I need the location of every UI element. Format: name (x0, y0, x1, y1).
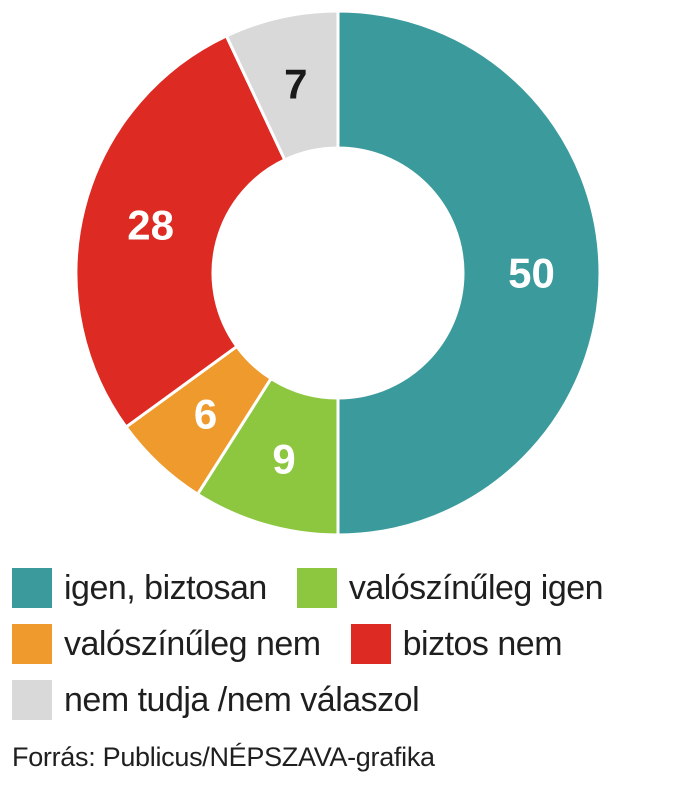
slice-label-biztos-nem: 28 (127, 201, 174, 248)
slice-label-valoszinuleg-nem: 6 (194, 391, 217, 438)
legend-label: igen, biztosan (64, 568, 267, 607)
legend-row-2: valószínűleg nem biztos nem (12, 616, 672, 672)
legend-label: valószínűleg nem (64, 624, 321, 663)
legend-label: valószínűleg igen (348, 568, 604, 607)
source-note: Forrás: Publicus/NÉPSZAVA-grafika (12, 742, 435, 772)
slice-label-nem-tudja: 7 (284, 61, 307, 108)
slice-nem-tudja (224, 9, 340, 162)
legend-item-valoszinuleg-igen: valószínűleg igen (296, 568, 604, 608)
donut-chart: 50 9 6 28 7 (74, 9, 602, 537)
legend-item-igen-biztosan: igen, biztosan (12, 568, 267, 608)
legend-item-biztos-nem: biztos nem (350, 624, 563, 664)
legend-swatch-orange (12, 624, 52, 664)
legend-swatch-gray (12, 680, 52, 720)
legend-item-nem-tudja: nem tudja /nem válaszol (12, 680, 420, 720)
slice-label-igen-biztosan: 50 (508, 250, 555, 297)
legend: igen, biztosan valószínűleg igen valószí… (12, 560, 672, 728)
slice-biztos-nem (74, 33, 287, 430)
legend-item-valoszinuleg-nem: valószínűleg nem (12, 624, 321, 664)
slice-label-valoszinuleg-igen: 9 (272, 435, 295, 482)
slice-igen-biztosan (336, 9, 602, 537)
legend-row-3: nem tudja /nem válaszol (12, 672, 672, 728)
legend-label: biztos nem (402, 624, 563, 663)
legend-label: nem tudja /nem válaszol (64, 680, 420, 719)
legend-swatch-green (296, 568, 337, 608)
legend-row-1: igen, biztosan valószínűleg igen (12, 560, 672, 616)
legend-swatch-teal (12, 568, 52, 608)
legend-swatch-red (350, 624, 391, 664)
